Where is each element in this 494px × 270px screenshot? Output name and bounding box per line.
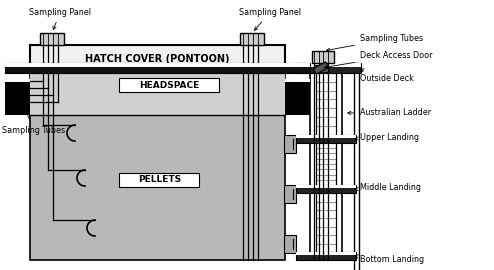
Text: Sampling Panel: Sampling Panel [239,8,301,30]
Bar [285,79,310,82]
Text: Bottom Landing: Bottom Landing [354,255,424,264]
Text: Outside Deck: Outside Deck [360,69,414,83]
Bar [296,252,356,260]
Text: Sampling Tubes: Sampling Tubes [2,99,65,135]
Bar [296,135,356,138]
Bar [312,51,334,63]
Bar [354,63,359,270]
Bar [284,185,296,203]
Bar [30,73,285,115]
FancyBboxPatch shape [314,65,328,72]
Bar [5,63,310,67]
Bar [296,185,356,188]
Bar [40,33,64,45]
Bar [284,235,296,253]
Bar [285,79,310,115]
Bar [284,135,296,153]
Bar [296,135,356,143]
Bar [30,73,285,260]
Bar [240,33,264,45]
Bar [119,173,199,187]
Polygon shape [313,62,329,74]
Text: HATCH COVER (PONTOON): HATCH COVER (PONTOON) [85,54,230,64]
Bar [296,252,356,255]
Bar [30,45,285,73]
Bar [5,79,30,82]
Bar [310,73,342,260]
Bar [5,63,310,73]
Bar [119,78,219,92]
Text: Australian Ladder: Australian Ladder [348,108,431,117]
Text: Upper Landing: Upper Landing [354,133,419,142]
Bar [296,63,361,73]
Text: Deck Access Door: Deck Access Door [325,51,433,69]
Bar [296,185,356,193]
Text: PELLETS: PELLETS [138,176,181,184]
Text: HEADSPACE: HEADSPACE [139,80,200,89]
Text: Middle Landing: Middle Landing [354,183,421,192]
Text: Sampling Tubes: Sampling Tubes [327,34,423,51]
Bar [5,79,30,115]
Text: Sampling Panel: Sampling Panel [29,8,91,29]
Bar [296,63,361,67]
